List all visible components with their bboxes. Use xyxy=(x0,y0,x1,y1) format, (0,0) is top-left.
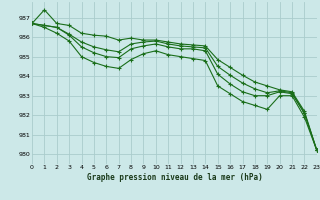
X-axis label: Graphe pression niveau de la mer (hPa): Graphe pression niveau de la mer (hPa) xyxy=(86,173,262,182)
